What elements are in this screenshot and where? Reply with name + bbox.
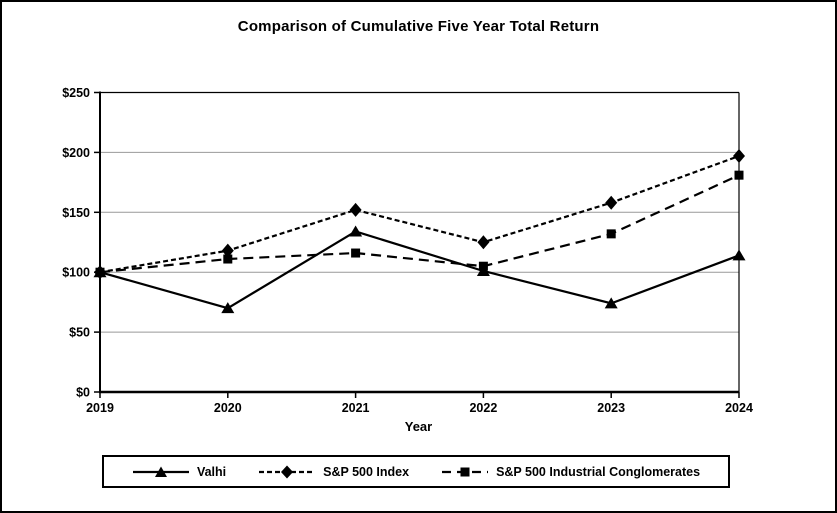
x-tick-label: 2021	[342, 401, 370, 415]
x-axis-title: Year	[404, 419, 433, 434]
data-point-s-p-500-industrial-conglomerates	[734, 170, 744, 180]
legend-item-sp500-index: S&P 500 Index	[258, 464, 409, 480]
data-point-s-p-500-industrial-conglomerates	[351, 248, 361, 258]
x-tick-label: 2024	[725, 401, 753, 415]
x-tick-label: 2022	[469, 401, 497, 415]
sp500-short-dash-line-diamond-icon	[259, 465, 316, 478]
legend-label-valhi: Valhi	[196, 464, 227, 479]
data-point-valhi	[221, 302, 235, 314]
line-chart-canvas: $0 $50 $100 $150 $200 $250 2019 2020 2021 2022 202…	[62, 86, 753, 415]
legend-label-sp500-index: S&P 500 Index	[323, 464, 410, 479]
legend-item-sp500-industrial-conglomerates: S&P 500 Industrial Conglomerates	[441, 464, 700, 480]
data-point-valhi	[349, 225, 363, 237]
data-point-s-p-500-industrial-conglomerates	[478, 261, 488, 271]
x-tick-label: 2023	[597, 401, 625, 415]
data-point-s-p-500-index	[221, 243, 234, 258]
data-point-valhi	[732, 249, 746, 261]
y-tick-label: $150	[62, 206, 90, 220]
chart-title: Comparison of Cumulative Five Year Total…	[237, 18, 600, 35]
y-tick-label: $50	[69, 326, 90, 340]
legend-item-valhi: Valhi	[132, 464, 226, 480]
sp500-industrial-long-dash-line-square-icon	[442, 467, 489, 476]
y-tick-label: $100	[62, 266, 90, 280]
x-tick-label: 2019	[86, 401, 114, 415]
y-tick-label: $250	[62, 86, 90, 100]
legend-label-sp500-industrial-conglomerates: S&P 500 Industrial Conglomerates	[496, 464, 701, 479]
series-line-s-p-500-index	[99, 154, 740, 274]
data-point-s-p-500-industrial-conglomerates	[95, 267, 105, 277]
data-point-s-p-500-industrial-conglomerates	[606, 229, 616, 239]
data-point-s-p-500-index	[477, 235, 490, 250]
y-tick-label: $0	[76, 386, 90, 400]
x-tick-label: 2020	[214, 401, 242, 415]
series-line-s-p-500-industrial-conglomerates	[99, 174, 740, 274]
data-point-valhi	[604, 297, 618, 309]
y-tick-label: $200	[62, 146, 90, 160]
data-point-s-p-500-index	[733, 148, 745, 163]
valhi-solid-line-triangle-icon	[132, 466, 189, 477]
series-line-valhi	[99, 230, 740, 310]
data-point-s-p-500-index	[349, 202, 362, 217]
data-point-s-p-500-industrial-conglomerates	[223, 254, 233, 264]
chart-legend: Valhi S&P 500 Index S&P 500 Industrial C…	[102, 455, 730, 488]
data-point-s-p-500-index	[605, 195, 618, 210]
